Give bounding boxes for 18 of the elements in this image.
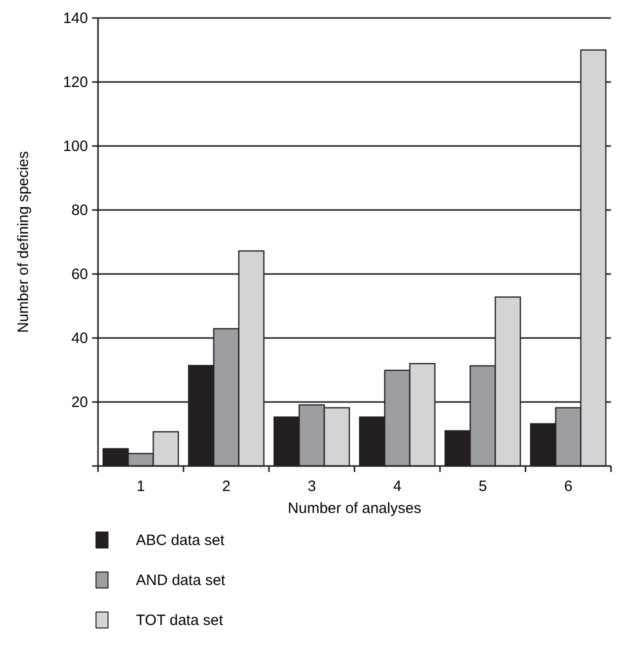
x-tick-label: 2 (222, 478, 230, 495)
x-tick-label: 5 (478, 478, 487, 495)
x-tick-label: 1 (136, 478, 145, 495)
y-tick-label: 80 (71, 202, 88, 219)
y-tick-label: 40 (71, 330, 88, 347)
y-tick-label: 140 (62, 10, 88, 27)
y-axis-title: Number of defining species (15, 151, 32, 333)
x-tick-label: 4 (393, 478, 402, 495)
y-tick-label: 120 (62, 74, 88, 91)
x-axis-title: Number of analyses (288, 500, 422, 517)
x-tick-label: 6 (564, 478, 572, 495)
legend-label: TOT data set (136, 612, 224, 629)
legend-label: ABC data set (136, 532, 226, 549)
y-tick-label: 20 (71, 394, 88, 411)
y-tick-label: 100 (62, 138, 88, 155)
legend-label: AND data set (136, 572, 226, 589)
x-tick-label: 3 (308, 478, 316, 495)
y-tick-label: 60 (71, 266, 88, 283)
